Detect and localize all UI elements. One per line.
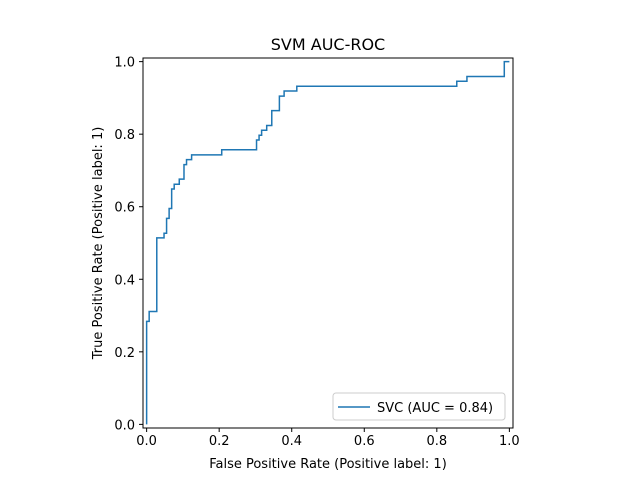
y-tick-label: 0.0 — [114, 418, 135, 433]
x-tick-label: 0.8 — [426, 434, 447, 449]
y-tick-label: 0.2 — [114, 346, 135, 361]
axes-frame — [142, 57, 514, 429]
x-axis-ticks: 0.0 0.2 0.4 0.6 0.8 1.0 — [136, 428, 520, 449]
x-tick-label: 1.0 — [499, 434, 520, 449]
y-tick-label: 0.8 — [114, 128, 135, 143]
plot-lines — [145, 60, 510, 425]
y-tick-label: 1.0 — [114, 56, 135, 71]
x-tick-label: 0.4 — [281, 434, 302, 449]
x-axis-label: False Positive Rate (Positive label: 1) — [209, 457, 447, 472]
y-axis-ticks: 0.0 0.2 0.4 0.6 0.8 1.0 — [114, 56, 143, 433]
legend-box — [332, 392, 506, 421]
legend: SVC (AUC = 0.84) — [332, 392, 506, 421]
roc-curve-line — [145, 60, 510, 425]
legend-label: SVC (AUC = 0.84) — [377, 401, 493, 416]
chart-title: SVM AUC-ROC — [271, 35, 385, 54]
y-axis-label: True Positive Rate (Positive label: 1) — [91, 127, 106, 361]
x-tick-label: 0.2 — [209, 434, 230, 449]
y-tick-label: 0.4 — [114, 273, 135, 288]
x-tick-label: 0.6 — [354, 434, 375, 449]
x-tick-label: 0.0 — [136, 434, 157, 449]
y-tick-label: 0.6 — [114, 201, 135, 216]
